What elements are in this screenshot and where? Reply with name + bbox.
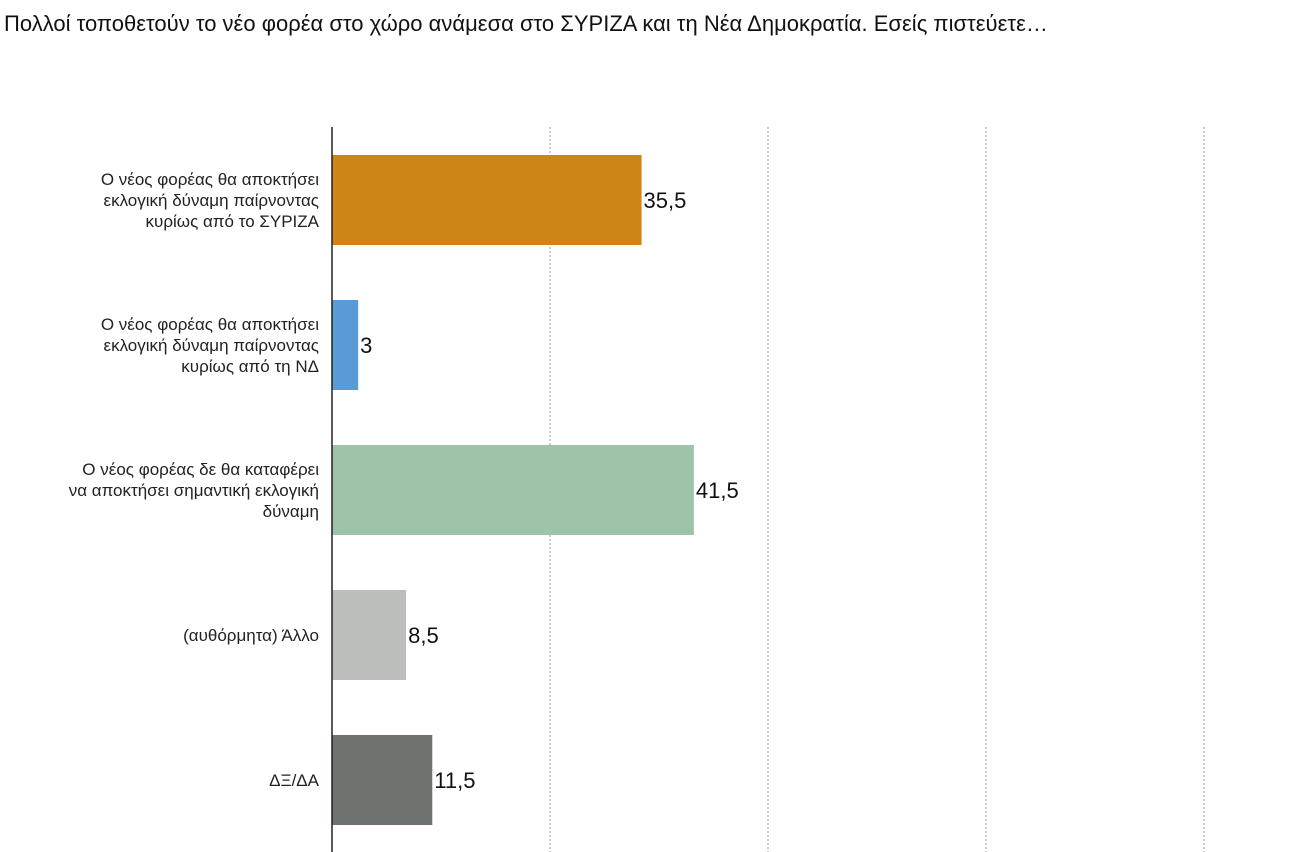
- category-labels: Ο νέος φορέας θα αποκτήσει εκλογική δύναμ…: [69, 170, 320, 790]
- data-label: 3: [360, 333, 372, 358]
- chart-title: Πολλοί τοποθετούν το νέο φορέα στο χώρο …: [4, 11, 1048, 36]
- gridlines: [549, 127, 1205, 852]
- bars: [332, 155, 694, 825]
- category-label: Ο νέος φορέας δε θα καταφέρει να αποκτήσε…: [69, 460, 320, 521]
- category-label: Ο νέος φορέας θα αποκτήσει εκλογική δύναμ…: [101, 315, 319, 376]
- bar: [332, 445, 694, 535]
- category-label: (αυθόρμητα) Άλλο: [183, 626, 319, 645]
- bar: [332, 155, 642, 245]
- data-label: 41,5: [696, 478, 739, 503]
- category-label: Ο νέος φορέας θα αποκτήσει εκλογική δύναμ…: [101, 170, 320, 231]
- data-label: 8,5: [408, 623, 439, 648]
- category-label: ΔΞ/ΔΑ: [269, 771, 319, 790]
- data-label: 11,5: [434, 768, 475, 793]
- bar: [332, 735, 433, 825]
- bar: [332, 590, 407, 680]
- value-labels: 35,5 3 41,5 8,5 11,5: [360, 188, 739, 793]
- data-label: 35,5: [644, 188, 687, 213]
- bar: [332, 300, 359, 390]
